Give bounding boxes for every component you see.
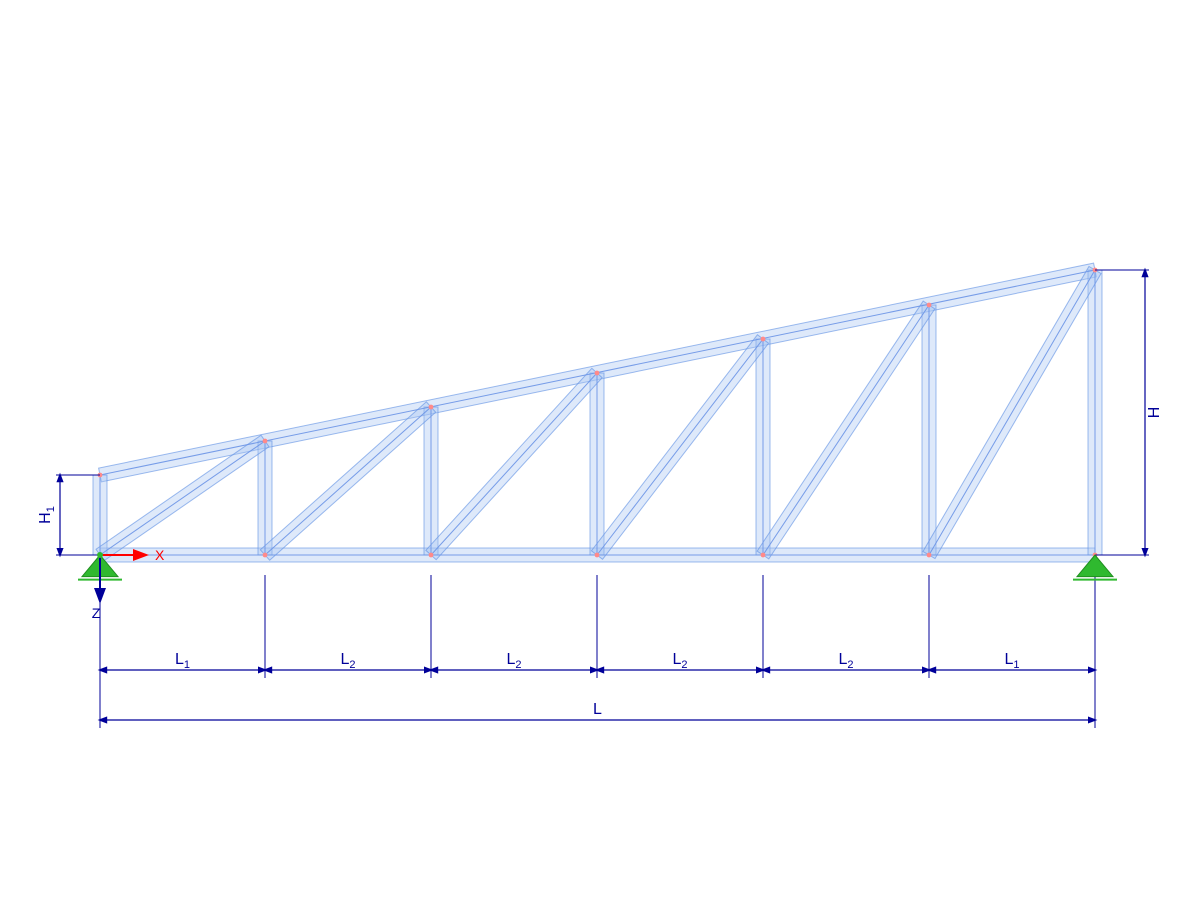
member-centerline (763, 305, 929, 555)
node-dot (263, 439, 268, 444)
dim-label: L (593, 701, 602, 718)
dim-label: L2 (506, 651, 521, 671)
axis-origin-dot (97, 552, 103, 558)
dim-label: L1 (175, 651, 190, 671)
dim-label: L2 (838, 651, 853, 671)
node-dot (927, 553, 932, 558)
dim-label: H1 (37, 506, 57, 524)
node-dot (429, 405, 434, 410)
node-dot (595, 553, 600, 558)
node-dot (263, 553, 268, 558)
node-dot (595, 371, 600, 376)
node-dot (761, 337, 766, 342)
member-centerline (929, 270, 1095, 555)
dim-label: L2 (340, 651, 355, 671)
node-dot (429, 553, 434, 558)
node-dot (927, 303, 932, 308)
dim-label: L1 (1004, 651, 1019, 671)
node-dot (761, 553, 766, 558)
axis-z-label: Z (92, 605, 101, 621)
dim-label: L2 (672, 651, 687, 671)
dim-label: H (1146, 407, 1163, 419)
axis-x-label: X (155, 547, 165, 563)
